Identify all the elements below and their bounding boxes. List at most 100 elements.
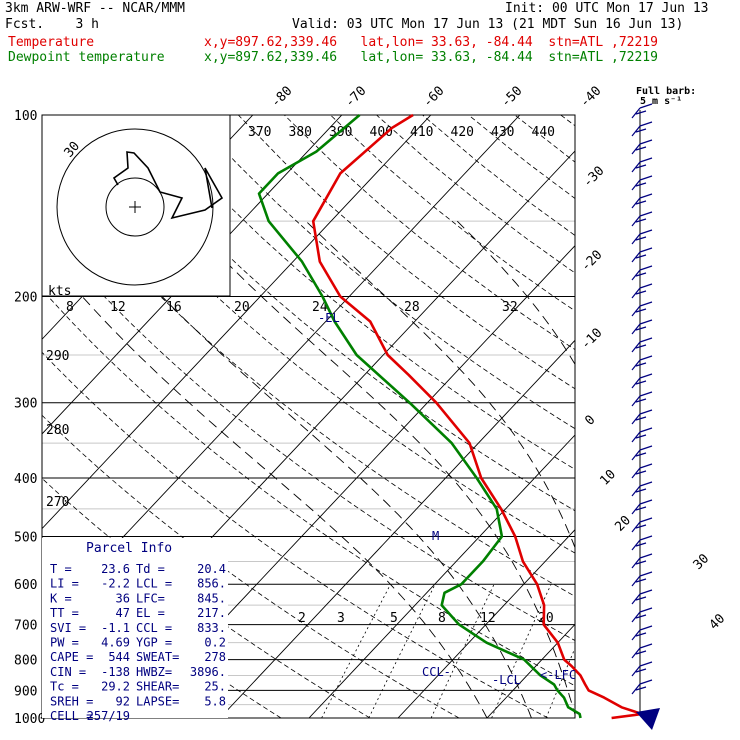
isotherm-label: -40 — [577, 84, 604, 111]
dewpoint-legend-label: Dewpoint temperature — [8, 50, 165, 65]
isotherm — [665, 115, 740, 718]
parcel-info-value: 845. — [197, 591, 226, 605]
parcel-info-value: 47 — [116, 606, 130, 620]
wind-barb-flag — [639, 535, 653, 541]
parcel-info-value: -138 — [101, 665, 130, 679]
level-annotation: -EL — [318, 311, 340, 325]
parcel-info-key: PW = — [50, 636, 79, 650]
theta-label: 440 — [532, 125, 555, 140]
pressure-tick-label-1000: 1000 — [14, 712, 45, 727]
wind-barb-staff — [631, 143, 641, 155]
parcel-info-value: 23.6 — [101, 562, 130, 576]
wind-barb — [631, 481, 653, 497]
wind-barb-staff — [631, 521, 641, 533]
wind-barb-flag — [635, 524, 647, 529]
parcel-info-key: TT = — [50, 606, 79, 620]
wind-barb-flag — [635, 380, 647, 385]
dry-adiabat — [53, 115, 575, 554]
wind-barb-staff — [631, 287, 641, 299]
dry-adiabat — [99, 115, 575, 512]
wind-barb-flag — [639, 391, 653, 397]
parcel-info-key: LCL = — [136, 577, 172, 591]
temperature-legend-label: Temperature — [8, 35, 95, 50]
isotherm-label: -10 — [578, 326, 605, 353]
wind-barb-flag — [639, 553, 653, 559]
wind-barb — [631, 535, 653, 551]
theta-label: 400 — [370, 125, 393, 140]
parcel-info-value: -2.2 — [101, 577, 130, 591]
wind-barb-flag — [639, 643, 653, 649]
parcel-info-key: SREH = — [50, 694, 93, 708]
wind-barb — [631, 463, 653, 479]
theta-label: 420 — [451, 125, 474, 140]
wind-barb-flag — [639, 427, 653, 433]
mixing-ratio-label-upper: 20 — [234, 300, 250, 315]
level-annotation: M — [432, 529, 439, 543]
wind-barb-flag — [635, 416, 647, 421]
wind-barb — [631, 247, 653, 263]
wind-barb-staff — [631, 647, 641, 659]
wind-barb-flag — [639, 175, 653, 181]
theta-label: 430 — [491, 125, 514, 140]
wind-barb-flag — [635, 542, 647, 547]
dry-adiabat — [468, 115, 575, 199]
wind-barb-flag — [639, 157, 653, 163]
wind-barb-flag — [639, 589, 653, 595]
wind-barb — [631, 517, 653, 533]
wind-barb — [631, 301, 653, 317]
wind-barb-flag — [635, 362, 647, 367]
model-title: 3km ARW-WRF -- NCAR/MMM — [5, 1, 186, 16]
parcel-info-value: 278 — [204, 650, 226, 664]
dewpoint-location: x,y=897.62,339.46 lat,lon= 33.63, -84.44… — [204, 50, 658, 65]
wind-barb-flag — [639, 409, 653, 415]
parcel-info-key: CELL = — [50, 709, 93, 723]
level-annotation: -LCL — [492, 673, 521, 687]
wind-barb-flag — [639, 211, 653, 217]
wind-barb-staff — [631, 629, 641, 641]
mixing-ratio-label-upper: 16 — [166, 300, 182, 315]
wind-barb-staff — [631, 161, 641, 173]
mixing-ratio-line — [430, 584, 495, 718]
wind-barb-flag — [639, 679, 653, 685]
wind-barb-flag — [635, 128, 647, 133]
wind-barb-flag — [639, 265, 653, 271]
pressure-tick-label-500: 500 — [14, 530, 37, 545]
wind-barb — [631, 319, 653, 335]
isotherm — [42, 115, 432, 530]
hodograph-ring-outer — [56, 128, 214, 286]
wind-barb — [631, 157, 653, 173]
wind-barb — [631, 643, 653, 659]
parcel-info-value: 856. — [197, 577, 226, 591]
wind-barb-staff — [631, 449, 641, 461]
moist-adiabat — [305, 220, 575, 549]
parcel-info-key: T = — [50, 562, 72, 576]
wind-barb — [631, 283, 653, 299]
wind-barb-flag — [639, 571, 653, 577]
wind-barb — [631, 139, 653, 155]
wind-barb-flag — [635, 200, 647, 205]
wind-barb-flag — [635, 308, 647, 313]
mixing-ratio-label-upper: 28 — [404, 300, 420, 315]
mixing-ratio-label-upper: 24 — [312, 300, 328, 315]
isotherm — [397, 529, 575, 718]
isotherm-label: 0 — [582, 413, 598, 429]
wind-barb-flag — [639, 661, 653, 667]
wind-barb-staff — [631, 269, 641, 281]
parcel-info-value: 29.2 — [101, 680, 130, 694]
wind-barb-flag — [639, 301, 653, 307]
wind-barb — [631, 571, 653, 587]
parcel-info-value: -1.1 — [101, 621, 130, 635]
mixing-ratio-label-upper: 12 — [110, 300, 126, 315]
wind-barb-flag — [635, 110, 647, 115]
wind-barb — [631, 103, 653, 119]
parcel-info-value: 36 — [116, 591, 130, 605]
hodograph-trace — [112, 151, 224, 220]
dry-adiabat — [653, 115, 740, 718]
hodograph-ring-inner — [105, 177, 165, 237]
wind-barb-flag — [635, 506, 647, 511]
parcel-info-value: 0.2 — [204, 636, 226, 650]
temperature-trace — [311, 113, 644, 720]
mixing-ratio-label: 8 — [438, 611, 446, 626]
isotherm-label: -50 — [498, 84, 525, 111]
parcel-info-key: CIN = — [50, 665, 86, 679]
